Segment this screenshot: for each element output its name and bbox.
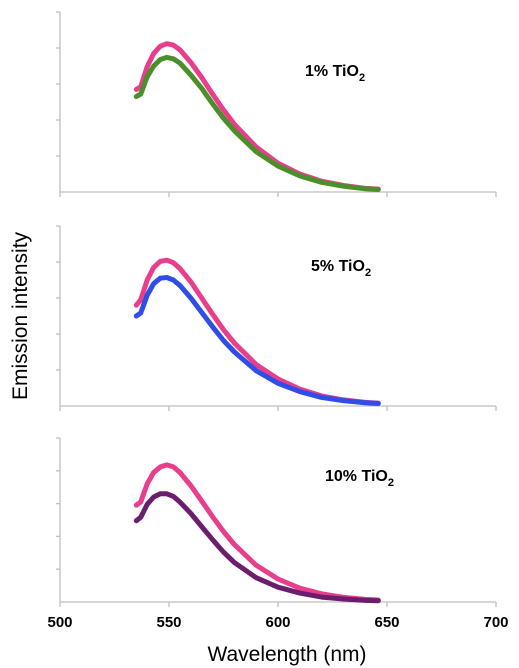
series-line bbox=[133, 462, 381, 603]
series-line bbox=[133, 491, 381, 604]
x-tick-label: 700 bbox=[483, 614, 508, 631]
panel-label-main: 10% TiO bbox=[325, 468, 388, 485]
x-tick-label: 600 bbox=[265, 614, 290, 631]
x-tick-label: 650 bbox=[374, 614, 399, 631]
chart-panel: 5% TiO2 bbox=[56, 225, 497, 411]
panel-label: 1% TiO2 bbox=[305, 63, 365, 84]
x-axis-tick-labels: 500 550 600 650 700 bbox=[47, 614, 508, 631]
panel-label-subscript: 2 bbox=[365, 267, 371, 279]
chart-panel: 10% TiO2 bbox=[56, 437, 497, 607]
x-tick-label: 500 bbox=[47, 614, 72, 631]
chart-panel: 1% TiO2 bbox=[56, 11, 497, 197]
panel-label: 5% TiO2 bbox=[311, 258, 371, 279]
series-line bbox=[133, 275, 381, 406]
panel-label-main: 5% TiO bbox=[311, 258, 365, 275]
panel-label-subscript: 2 bbox=[388, 477, 394, 489]
x-axis-title: Wavelength (nm) bbox=[207, 643, 366, 666]
panel-label: 10% TiO2 bbox=[325, 468, 394, 489]
panel-label-main: 1% TiO bbox=[305, 63, 359, 80]
series-line bbox=[133, 54, 381, 192]
panel-label-subscript: 2 bbox=[359, 72, 365, 84]
x-tick-label: 550 bbox=[156, 614, 181, 631]
y-axis-title: Emission intensity bbox=[9, 231, 32, 400]
